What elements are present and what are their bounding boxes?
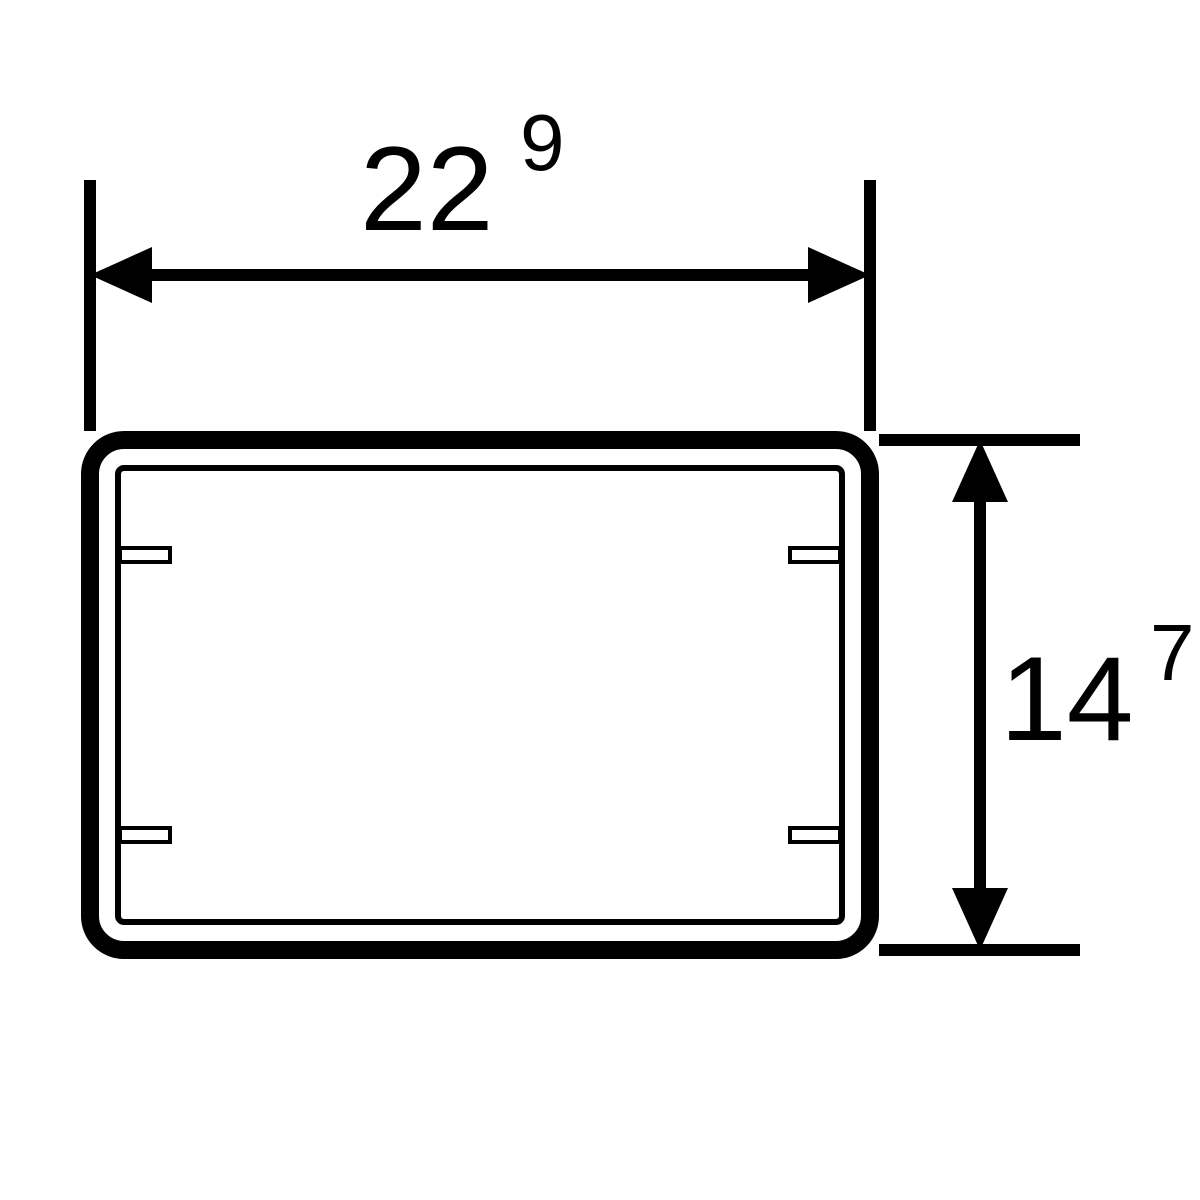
width-dimension: 22 9: [90, 98, 870, 431]
height-dimension-superscript: 7: [1150, 608, 1195, 697]
plate-shape: [90, 440, 870, 950]
height-dimension-value: 14: [1000, 632, 1133, 766]
clip-slot: [120, 548, 170, 562]
clip-slot: [120, 828, 170, 842]
width-dimension-superscript: 9: [520, 98, 565, 187]
clip-slot: [790, 548, 840, 562]
height-dimension: 14 7: [879, 440, 1195, 950]
width-dimension-value: 22: [360, 122, 493, 256]
dimension-drawing: 22 9 14 7: [0, 0, 1200, 1200]
clip-slot: [790, 828, 840, 842]
